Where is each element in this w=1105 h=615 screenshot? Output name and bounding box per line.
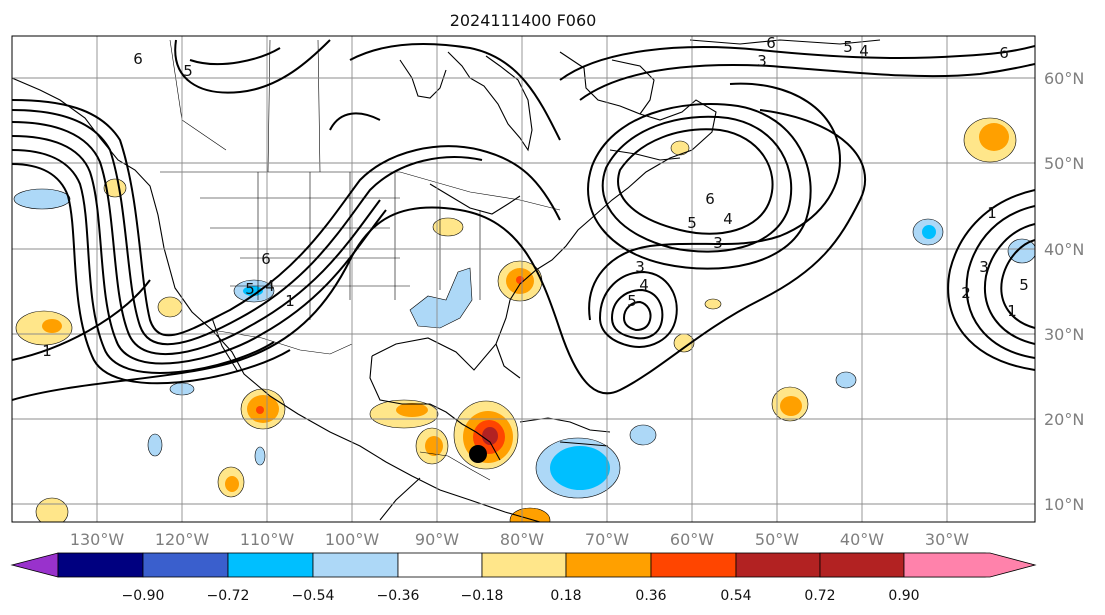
colorbar-tick: −0.72 <box>207 588 250 604</box>
map-frame <box>11 35 1036 523</box>
lat-label-60n: 60°N <box>1044 69 1084 88</box>
contour-label: 1 <box>285 292 295 310</box>
contour-label: 5 <box>1019 276 1029 294</box>
colorbar-tick: −0.54 <box>292 588 335 604</box>
colorbar-tick: 0.36 <box>635 588 666 604</box>
contour-label: 5 <box>843 38 853 56</box>
contour-label: 3 <box>757 52 767 70</box>
storm-position-marker <box>469 445 487 463</box>
colorbar-segment <box>819 552 905 578</box>
colorbar-segment <box>735 552 821 578</box>
colorbar-tick-labels: −0.90 −0.72 −0.54 −0.36 −0.18 0.18 0.36 … <box>122 588 920 604</box>
lat-label-50n: 50°N <box>1044 154 1084 173</box>
contour-label: 4 <box>723 210 733 228</box>
colorbar-tick: −0.36 <box>377 588 420 604</box>
lat-label-30n: 30°N <box>1044 325 1084 344</box>
lon-label-90w: 90°W <box>415 530 459 549</box>
contour-label: 6 <box>705 190 715 208</box>
contour-label: 6 <box>766 34 776 52</box>
colorbar-split <box>819 552 1037 578</box>
contour-label: 5 <box>627 292 637 310</box>
colorbar-segment <box>565 552 652 578</box>
colorbar-segment <box>142 552 229 578</box>
contour-label: 4 <box>859 42 869 60</box>
lat-label-10n: 10°N <box>1044 495 1084 514</box>
colorbar-segment <box>312 552 399 578</box>
lon-label-100w: 100°W <box>325 530 380 549</box>
colorbar-tick: −0.90 <box>122 588 165 604</box>
lon-label-30w: 30°W <box>925 530 969 549</box>
contour-label: 6 <box>261 250 271 268</box>
contour-label: 3 <box>713 234 723 252</box>
lon-label-120w: 120°W <box>155 530 210 549</box>
contour-label: 5 <box>687 214 697 232</box>
contour-label: 2 <box>961 284 971 302</box>
colorbar-segment <box>650 552 737 578</box>
colorbar-tick: 0.72 <box>804 588 835 604</box>
contour-label: 4 <box>265 277 275 295</box>
map-panel: 6 5 6 3 5 4 6 1 6 5 4 1 6 5 4 3 3 4 5 1 … <box>12 34 1035 522</box>
colorbar-segment <box>227 552 314 578</box>
lon-label-110w: 110°W <box>240 530 295 549</box>
map-title: 2024111400 F060 <box>450 11 597 30</box>
colorbar-segment <box>481 552 567 578</box>
colorbar-segment <box>57 552 144 578</box>
colorbar-tick: 0.90 <box>888 588 919 604</box>
lon-label-40w: 40°W <box>840 530 884 549</box>
colorbar-tick: −0.18 <box>461 588 504 604</box>
lon-label-50w: 50°W <box>755 530 799 549</box>
contour-label: 3 <box>979 258 989 276</box>
contour-label-group: 6 5 6 3 5 4 6 1 6 5 4 1 6 5 4 3 3 4 5 1 … <box>42 34 1029 360</box>
latitude-labels: 60°N 50°N 40°N 30°N 20°N 10°N <box>1044 69 1084 514</box>
lat-label-20n: 20°N <box>1044 410 1084 429</box>
contour-label: 1 <box>1007 302 1017 320</box>
contour-label: 4 <box>639 276 649 294</box>
lon-label-80w: 80°W <box>500 530 544 549</box>
contour-label: 6 <box>999 44 1009 62</box>
contour-label: 3 <box>635 258 645 276</box>
contour-label: 5 <box>183 62 193 80</box>
lon-label-70w: 70°W <box>585 530 629 549</box>
colorbar-max-tip <box>903 552 1037 578</box>
colorbar-min-arrow <box>10 552 59 578</box>
contour-label: 6 <box>133 50 143 68</box>
anomaly-shading <box>13 117 1035 522</box>
lon-label-60w: 60°W <box>670 530 714 549</box>
colorbar-tick: 0.54 <box>720 588 751 604</box>
contour-lines <box>12 39 1035 401</box>
lat-label-40n: 40°N <box>1044 240 1084 259</box>
graticule <box>12 36 1035 522</box>
lon-label-130w: 130°W <box>70 530 125 549</box>
colorbar-segment <box>397 552 483 578</box>
colorbar-tick: 0.18 <box>550 588 581 604</box>
contour-label: 1 <box>42 342 52 360</box>
contour-label: 1 <box>987 204 997 222</box>
longitude-labels: 130°W 120°W 110°W 100°W 90°W 80°W 70°W 6… <box>70 530 969 549</box>
contour-label: 5 <box>245 280 255 298</box>
